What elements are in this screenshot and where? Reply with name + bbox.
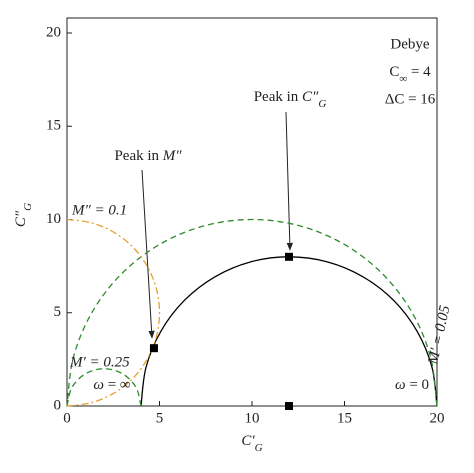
point: [149, 344, 158, 353]
annotation-part: C″: [302, 89, 319, 105]
annotation-part: M″: [162, 148, 182, 164]
annotation-part: G: [318, 98, 326, 110]
info-text: C∞ = 4: [389, 64, 431, 84]
curve: [66, 218, 161, 407]
annotation-part: ω: [395, 377, 406, 393]
series-label: M″ = 0.1: [71, 202, 127, 218]
x-tick-label: 15: [337, 410, 352, 426]
curve: [140, 256, 438, 407]
y-axis-label-part: C″: [13, 210, 29, 227]
annotation: ω = 0: [395, 377, 429, 393]
series-label: M′ = 0.25: [69, 354, 130, 370]
annotation-part: ω: [93, 377, 104, 393]
info-text-part: C: [389, 64, 399, 80]
annotation: ω = ∞: [93, 377, 130, 393]
annotation-part: = ∞: [104, 377, 131, 393]
x-tick-label: 5: [156, 410, 164, 426]
y-tick-label: 15: [46, 118, 61, 134]
x-tick-label: 0: [63, 410, 71, 426]
annotation: Peak in M″: [114, 148, 182, 164]
point: [285, 402, 293, 410]
arrow: [141, 169, 155, 339]
info-text: Debye: [390, 36, 429, 52]
y-axis-label: C″G: [13, 203, 33, 227]
x-axis-label: C′G: [241, 433, 262, 453]
x-tick-label: 20: [430, 410, 445, 426]
point: [285, 252, 293, 261]
annotation-part: Peak in: [114, 148, 162, 164]
info-text-part: = 4: [407, 64, 431, 80]
x-axis-label-part: C′: [241, 433, 255, 449]
info-text-part: ∞: [399, 73, 407, 85]
y-tick-label: 0: [54, 397, 62, 413]
arrow: [285, 111, 293, 251]
curve: [66, 218, 438, 407]
y-tick-label: 10: [46, 211, 61, 227]
series-label: M′ = 0.05: [425, 304, 453, 367]
x-tick-label: 10: [245, 410, 260, 426]
x-axis-label-part: G: [255, 442, 263, 454]
annotation-part: Peak in: [254, 89, 302, 105]
annotation-part: = 0: [406, 377, 429, 393]
y-tick-label: 5: [54, 304, 62, 320]
y-tick-label: 20: [46, 24, 61, 40]
info-text: ΔC = 16: [385, 91, 436, 107]
annotation: Peak in C″G: [254, 89, 327, 109]
y-axis-label-part: G: [22, 203, 34, 211]
